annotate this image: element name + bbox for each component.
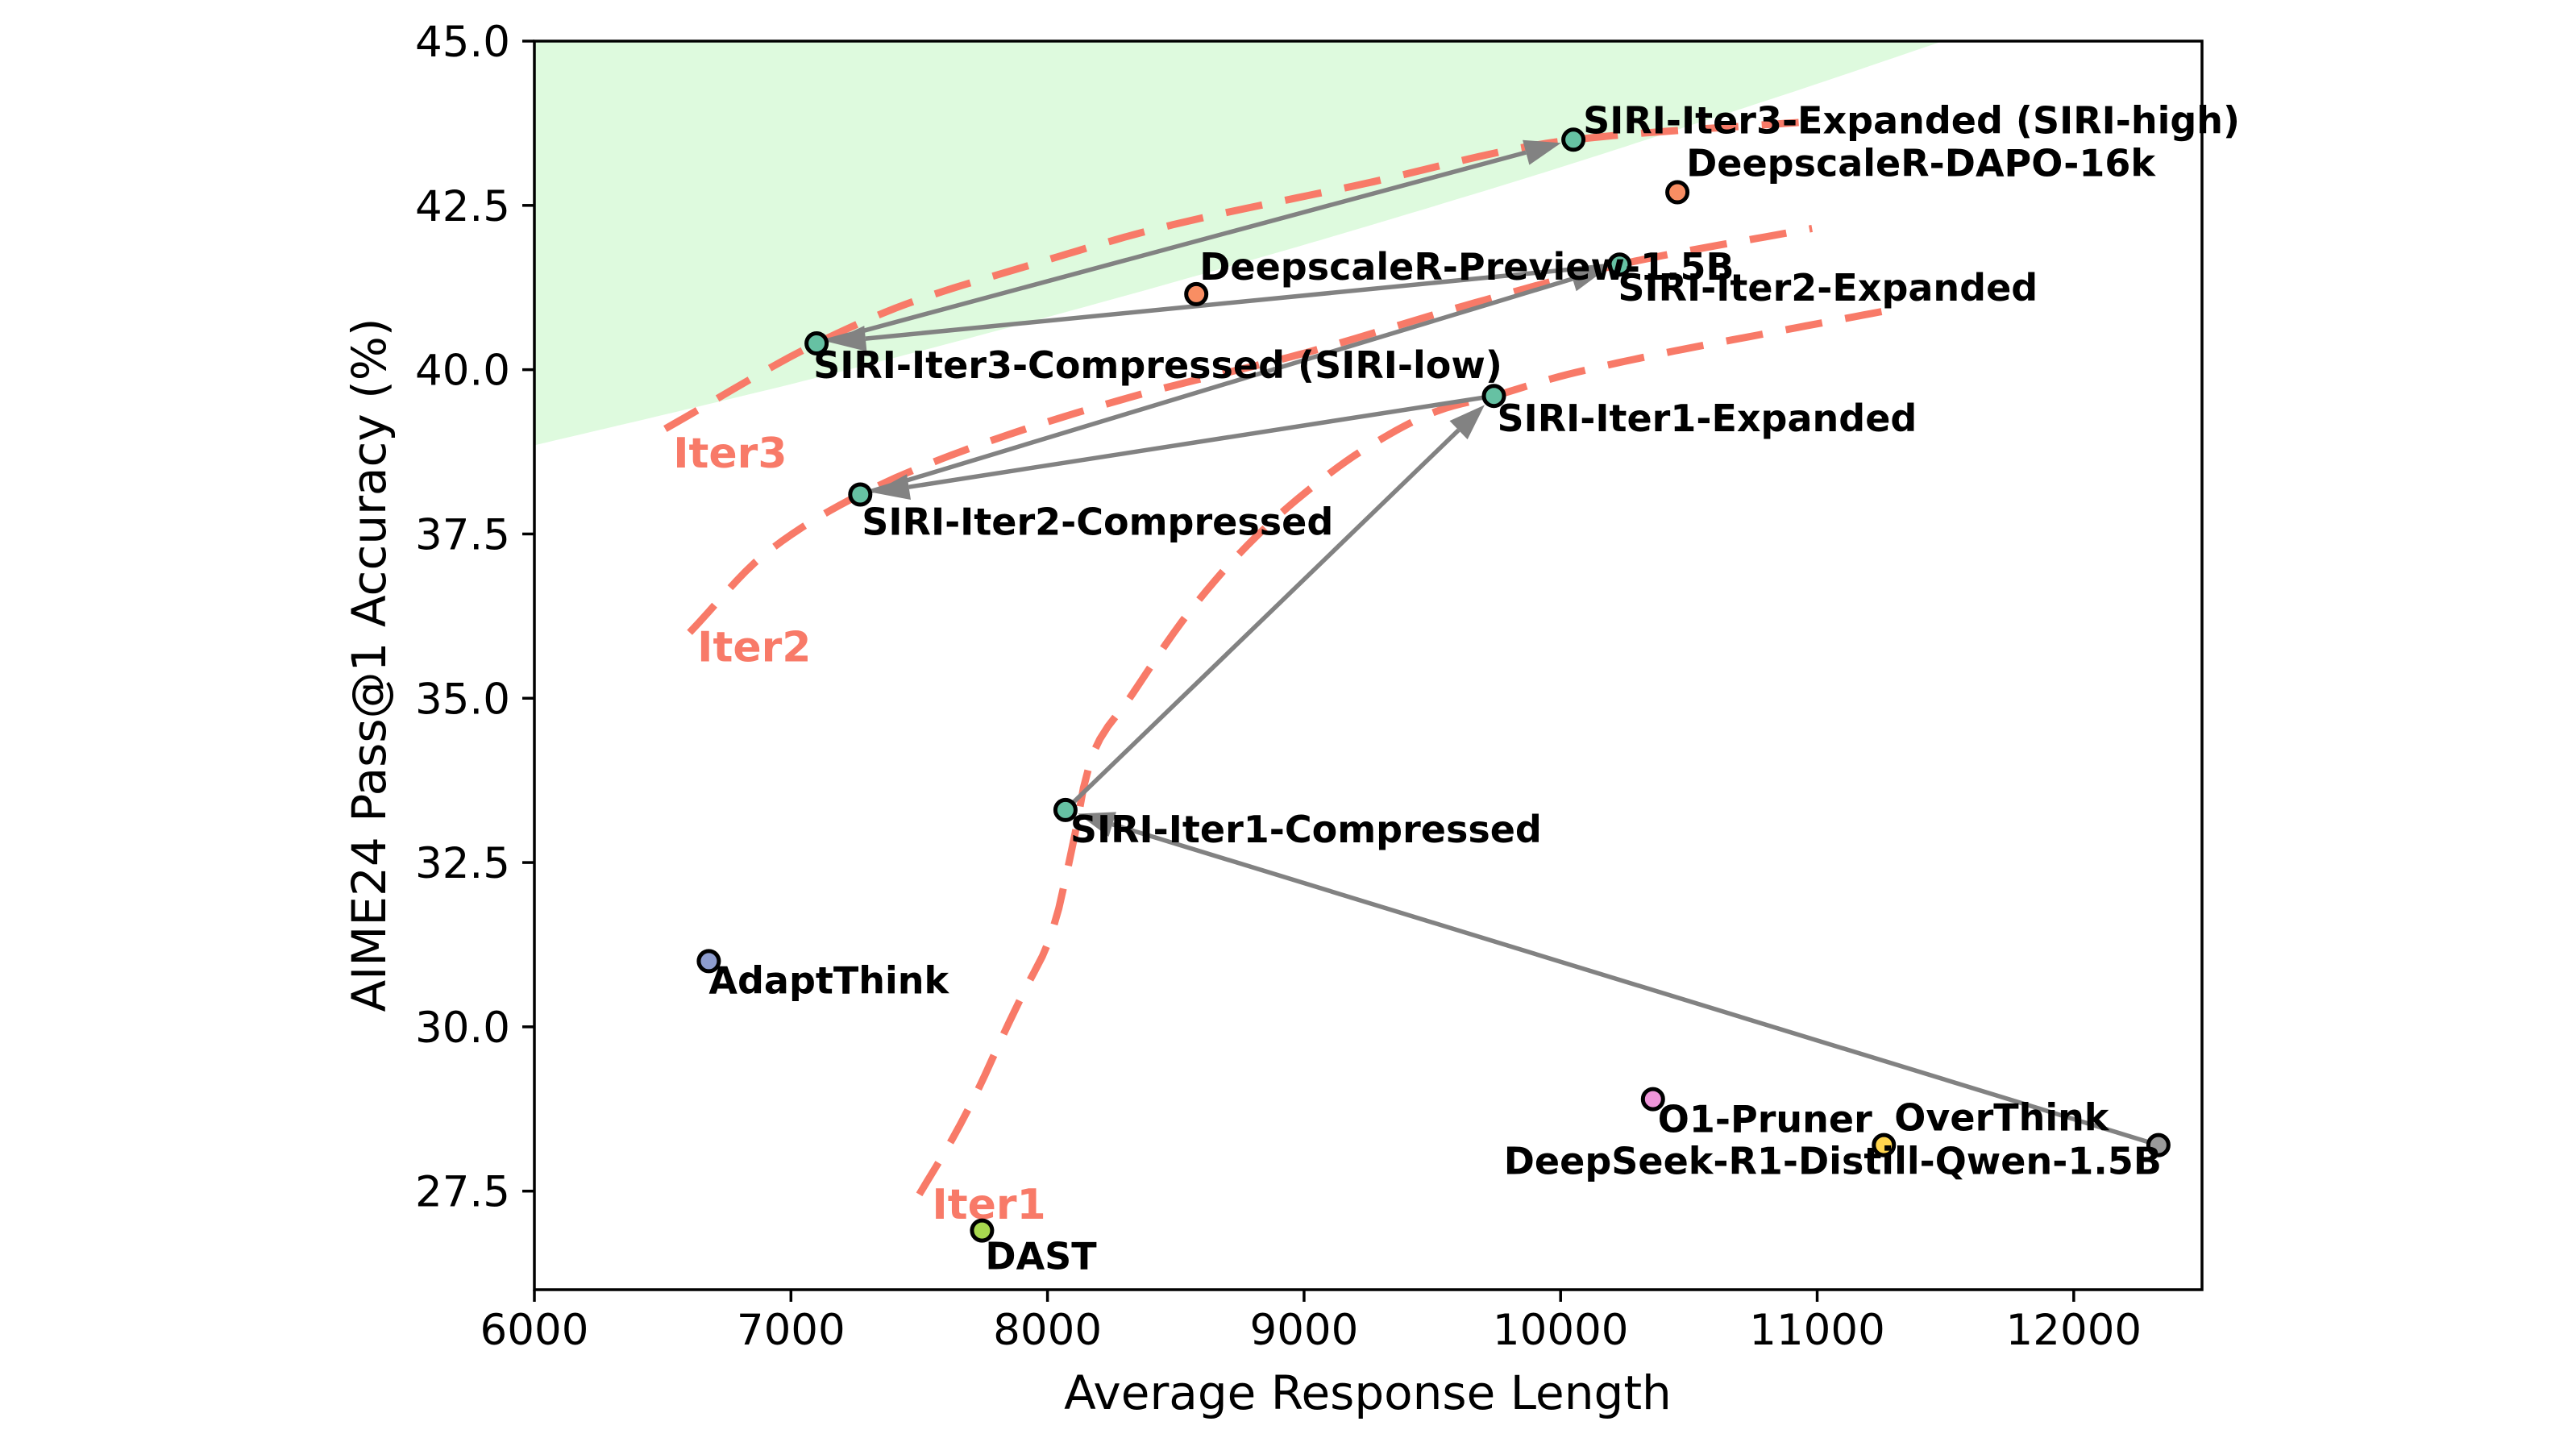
curve-iter3 — [663, 118, 1815, 432]
point-adapt — [696, 949, 721, 974]
curve-iter2 — [687, 224, 1814, 635]
x-tick-label: 9000 — [1249, 1306, 1358, 1355]
point-siri1c — [1053, 797, 1078, 822]
point-label-siri3e: SIRI-Iter3-Expanded (SIRI-high) — [1583, 98, 2240, 142]
arrow-head-siri1c-siri1e — [1449, 405, 1485, 440]
arrows-layer — [816, 139, 2159, 1148]
y-tick-label: 32.5 — [415, 839, 510, 888]
x-tick-label: 6000 — [480, 1306, 589, 1355]
arrow-line-siri1c-siri1e — [1063, 428, 1460, 812]
point-label-overthink: OverThink — [1894, 1096, 2110, 1140]
curve-label-iter3: Iter3 — [673, 430, 787, 478]
point-label-dsprev: DeepscaleR-Preview-1.5B — [1199, 245, 1734, 289]
x-tick-label: 7000 — [737, 1306, 846, 1355]
point-label-dsdapo: DeepscaleR-DAPO-16k — [1686, 142, 2156, 185]
x-tick-label: 12000 — [2006, 1306, 2142, 1355]
good-region-layer — [534, 41, 1943, 446]
arrow-line-siri2c-siri2e — [859, 276, 1573, 497]
point-label-siri1c: SIRI-Iter1-Compressed — [1070, 808, 1542, 851]
arrow-line-deepseek-siri1c — [1111, 822, 2159, 1148]
point-label-siri1e: SIRI-Iter1-Expanded — [1498, 397, 1917, 440]
point-siri3c — [804, 331, 829, 355]
point-deepseek — [2146, 1133, 2171, 1157]
y-tick-label: 45.0 — [415, 18, 510, 67]
axes-frame-layer — [533, 39, 2204, 1291]
point-dast — [970, 1218, 995, 1243]
point-dsprev — [1184, 281, 1209, 306]
point-label-siri2c: SIRI-Iter2-Compressed — [862, 501, 1333, 544]
point-label-siri3c: SIRI-Iter3-Compressed (SIRI-low) — [813, 343, 1502, 387]
x-axis-label: Average Response Length — [1064, 1365, 1672, 1420]
x-tick-label: 10000 — [1493, 1306, 1629, 1355]
arrow-line-siri2e-siri3c — [865, 262, 1620, 341]
good-region — [534, 41, 1943, 446]
point-label-adapt: AdaptThink — [708, 958, 949, 1002]
point-siri2c — [848, 482, 873, 507]
point-overthink — [1872, 1133, 1897, 1157]
y-tick-label: 40.0 — [415, 347, 510, 396]
arrow-head-siri3c-siri3e — [1523, 139, 1561, 165]
ticks-layer: 6000 7000 8000 9000 10000 11000 12000 27.5 30.0 3… — [415, 18, 2142, 1355]
curve-iter1 — [916, 303, 1905, 1197]
point-siri3e — [1561, 127, 1586, 152]
point-label-o1pruner: O1-Pruner — [1658, 1098, 1872, 1141]
point-o1pruner — [1640, 1087, 1665, 1112]
point-siri2e — [1607, 252, 1632, 277]
point-label-siri2e: SIRI-Iter2-Expanded — [1618, 266, 2038, 310]
x-tick-label: 11000 — [1749, 1306, 1885, 1355]
y-tick-label: 37.5 — [415, 510, 510, 559]
arrow-line-siri1e-siri2c — [908, 393, 1494, 489]
point-label-deepseek: DeepSeek-R1-Distill-Qwen-1.5B — [1504, 1140, 2162, 1183]
annotations-layer: DeepSeek-R1-Distill-Qwen-1.5B SIRI-Iter1-… — [708, 98, 2240, 1278]
point-siri1e — [1481, 384, 1506, 409]
x-tick-label: 8000 — [993, 1306, 1102, 1355]
arrow-line-siri3c-siri3e — [816, 150, 1527, 346]
y-tick-label: 30.0 — [415, 1004, 510, 1053]
y-tick-label: 42.5 — [415, 182, 510, 231]
arrow-head-siri2c-siri2e — [1568, 266, 1608, 292]
axes-frame — [533, 39, 2204, 1291]
point-label-dast: DAST — [985, 1235, 1097, 1278]
arrow-head-deepseek-siri1c — [1078, 812, 1116, 837]
point-dsdapo — [1665, 180, 1690, 205]
points-layer — [696, 127, 2171, 1243]
curve-label-iter2: Iter2 — [697, 624, 811, 672]
y-tick-label: 35.0 — [415, 675, 510, 724]
y-axis-label: AIME24 Pass@1 Accuracy (%) — [342, 318, 397, 1012]
y-tick-label: 27.5 — [415, 1168, 510, 1217]
